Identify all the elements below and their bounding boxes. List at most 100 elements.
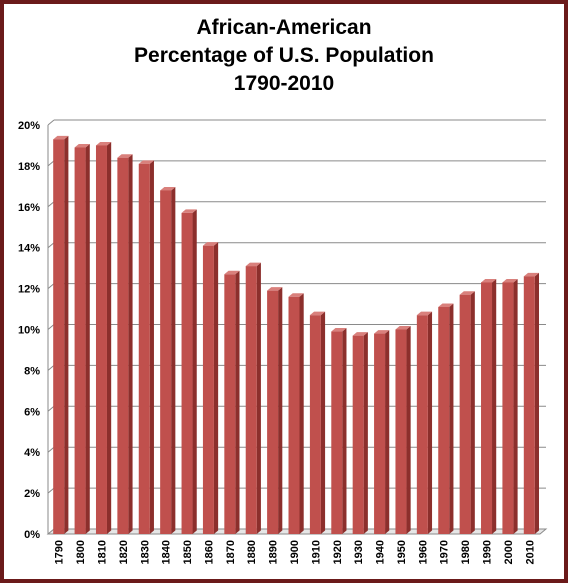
bar-1890	[267, 287, 283, 534]
bar-1940	[374, 330, 390, 534]
bar-side	[363, 332, 368, 534]
y-tick-label: 2%	[24, 488, 40, 500]
x-tick-label: 1830	[139, 540, 151, 564]
bar-side	[149, 160, 154, 535]
bar-front	[181, 212, 193, 534]
bar-front	[374, 333, 386, 534]
bar-side	[320, 311, 326, 534]
chart-title-line-2: Percentage of U.S. Population	[134, 44, 434, 67]
bar-side	[492, 278, 497, 534]
bar-top	[202, 242, 219, 246]
gridline-depth	[47, 365, 55, 371]
bar-side	[213, 242, 219, 534]
bar-1910	[309, 311, 326, 534]
x-tick-label: 2000	[503, 540, 515, 564]
bar-top	[309, 311, 326, 316]
bar-front	[438, 307, 450, 534]
bar-1850	[181, 209, 197, 534]
y-tick-label: 10%	[18, 325, 40, 337]
x-tick-label: 1980	[460, 540, 472, 564]
x-tick-label: 1940	[375, 540, 387, 564]
y-tick-label: 14%	[18, 243, 40, 255]
bar-top	[352, 332, 368, 336]
bar-front	[245, 266, 257, 534]
bar-front	[202, 245, 214, 534]
bar-side	[427, 311, 433, 534]
bar-top	[95, 141, 112, 146]
bar-front	[523, 276, 535, 534]
bar-front	[53, 139, 65, 534]
bar-1810	[95, 141, 112, 534]
bar-top	[138, 160, 154, 164]
bar-front	[117, 157, 129, 534]
y-tick-label: 12%	[18, 284, 40, 296]
y-tick-label: 18%	[18, 161, 40, 173]
bar-1820	[117, 154, 133, 534]
gridline-depth	[47, 446, 55, 453]
bar-front	[224, 274, 236, 534]
gridline-depth	[47, 487, 55, 494]
x-tick-label: 1790	[54, 540, 66, 564]
bar-top	[53, 135, 69, 140]
bar-1870	[224, 270, 240, 534]
bar-front	[502, 282, 514, 534]
gridline-depth	[47, 324, 55, 330]
chart-title: African-American Percentage of U.S. Popu…	[0, 14, 568, 98]
bar-side	[235, 270, 240, 534]
x-tick-label: 1920	[332, 540, 344, 564]
x-tick-label: 1820	[118, 540, 130, 564]
bar-top	[459, 291, 475, 295]
gridline-depth	[47, 119, 55, 126]
x-tick-label: 1800	[75, 540, 87, 564]
x-tick-label: 1880	[246, 540, 258, 564]
y-tick-label: 16%	[18, 202, 40, 214]
bar-front	[395, 329, 407, 534]
bar-top	[267, 287, 283, 291]
x-tick-label: 1870	[225, 540, 237, 564]
x-tick-label: 1910	[310, 540, 322, 564]
bar-front	[416, 315, 428, 534]
bar-1880	[245, 262, 261, 534]
bar-2010	[523, 272, 540, 534]
bar-1860	[202, 242, 219, 534]
bar-top	[117, 154, 133, 158]
bar-side	[256, 262, 261, 534]
bar-front	[309, 315, 321, 534]
bar-front	[138, 163, 150, 535]
bar-1990	[481, 278, 497, 534]
bar-1800	[74, 143, 90, 534]
bar-top	[245, 262, 261, 267]
bar-front	[352, 335, 364, 534]
chart-title-line-3: 1790-2010	[233, 72, 335, 95]
bar-top	[502, 278, 518, 283]
bar-side	[513, 278, 518, 534]
bar-side	[299, 293, 304, 534]
bar-front	[459, 294, 471, 534]
bar-2000	[502, 278, 518, 534]
x-tick-label: 1970	[439, 540, 451, 564]
x-tick-label: 1890	[268, 540, 280, 564]
bar-top	[74, 143, 90, 148]
bar-side	[64, 135, 69, 534]
bar-1930	[352, 332, 368, 534]
y-tick-label: 20%	[18, 120, 40, 132]
gridline-depth	[47, 405, 55, 412]
x-tick-label: 1930	[353, 540, 365, 564]
bar-top	[224, 270, 240, 275]
bar-1950	[395, 326, 411, 534]
bar-side	[85, 143, 90, 534]
bar-side	[106, 141, 112, 534]
bar-side	[171, 186, 176, 534]
bar-top	[438, 303, 454, 308]
bar-top	[416, 311, 433, 316]
y-tick-label: 4%	[24, 447, 40, 459]
bar-top	[523, 272, 540, 277]
bar-front	[160, 190, 172, 534]
bar-side	[385, 330, 390, 534]
bar-side	[192, 209, 197, 534]
bar-top	[288, 293, 304, 297]
bar-top	[481, 278, 497, 283]
bar-1970	[438, 303, 454, 534]
x-tick-label: 1950	[396, 540, 408, 564]
